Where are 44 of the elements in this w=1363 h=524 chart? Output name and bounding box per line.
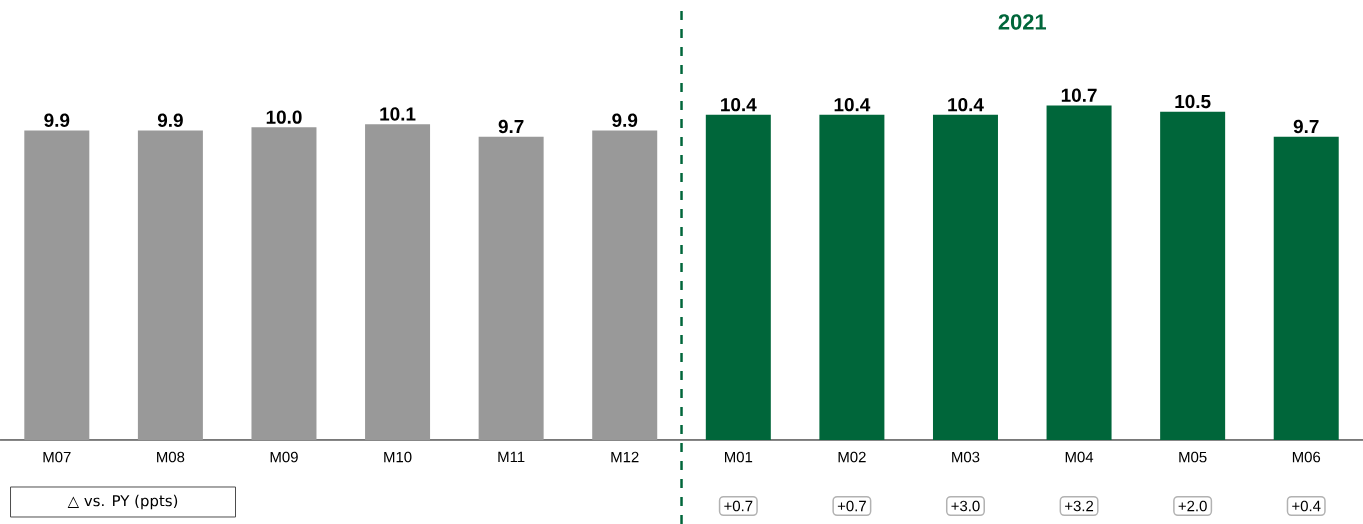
bar [1046, 105, 1112, 440]
text: +3.0 [951, 500, 980, 512]
bar [932, 114, 998, 440]
x-tick-label: M05 [1179, 451, 1207, 463]
text: +0.4 [1292, 500, 1321, 512]
x-tick-label: M01 [724, 451, 753, 463]
text: △ vs. PY (ppts) [67, 494, 178, 510]
bar [251, 127, 317, 440]
bar [24, 130, 90, 440]
x-tick-label: M09 [270, 451, 298, 463]
text: +0.7 [837, 500, 866, 512]
bar [705, 114, 771, 440]
bar [478, 136, 544, 440]
text: 2021 [998, 14, 1047, 30]
x-tick-label: M08 [157, 451, 185, 463]
bar [1160, 111, 1226, 440]
x-tick-label: M04 [1065, 451, 1094, 463]
bar [137, 130, 203, 440]
data-label: 10.0 [266, 110, 302, 124]
data-label: 9.9 [157, 113, 183, 127]
data-label: 9.7 [1293, 119, 1319, 134]
x-tick-label: M06 [1292, 451, 1321, 463]
x-tick-label: M02 [838, 451, 866, 463]
bar [592, 130, 658, 440]
x-tick-label: M03 [952, 451, 980, 463]
x-tick-label: M12 [611, 451, 639, 463]
data-label: 9.9 [612, 113, 638, 127]
data-label: 10.5 [1175, 94, 1211, 109]
data-label: 10.1 [380, 107, 416, 121]
data-label: 9.7 [498, 119, 524, 134]
x-tick-label: M11 [498, 451, 525, 463]
text: +0.7 [724, 500, 753, 512]
text: +2.0 [1178, 500, 1207, 512]
text: +3.2 [1065, 500, 1094, 512]
data-label: 10.4 [948, 97, 984, 112]
data-label: 10.7 [1061, 88, 1097, 102]
bar [1273, 136, 1339, 440]
data-label: 10.4 [834, 97, 871, 112]
x-tick-label: M07 [43, 451, 71, 463]
bar [365, 124, 431, 440]
bar [819, 114, 885, 440]
x-tick-label: M10 [384, 451, 412, 463]
data-label: 10.4 [721, 97, 757, 112]
data-label: 9.9 [44, 113, 70, 127]
